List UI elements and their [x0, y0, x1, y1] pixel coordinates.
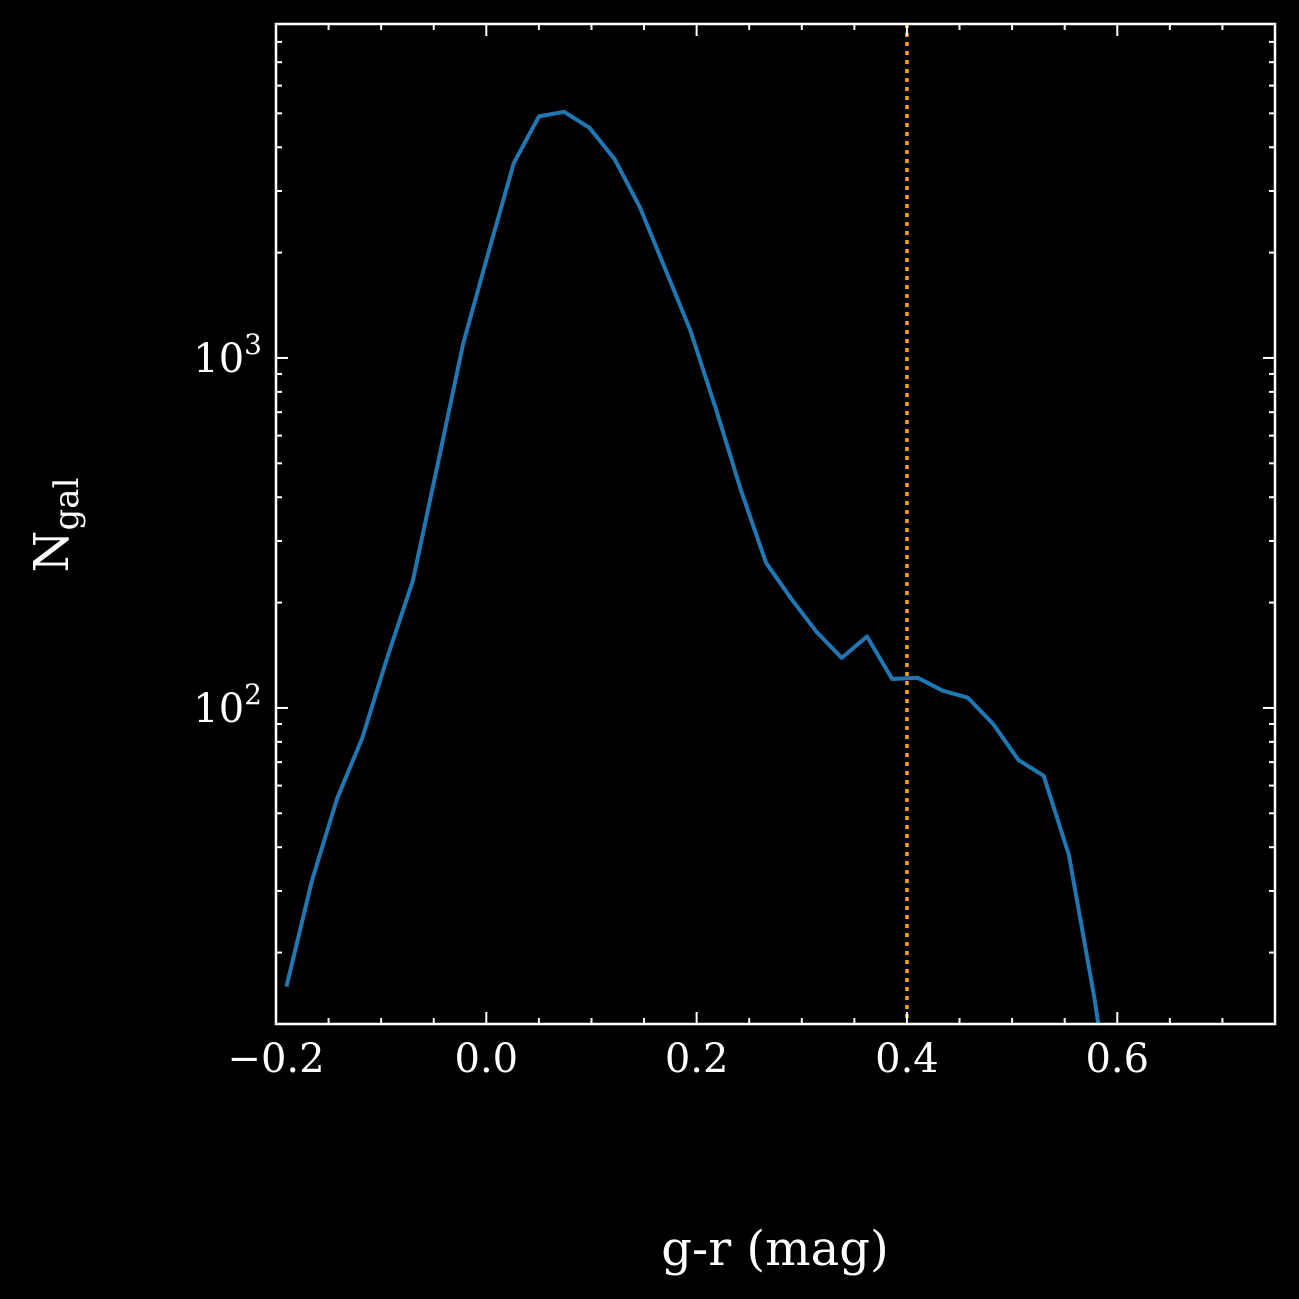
x-tick-label: −0.2 — [227, 1036, 324, 1082]
x-axis: −0.2 0.0 0.2 0.4 0.6 — [227, 24, 1276, 1082]
y-tick-label: 103 — [193, 328, 262, 382]
y-tick-label: 102 — [193, 678, 262, 732]
y-axis-title-main: N — [24, 530, 80, 572]
series-line-0 — [284, 109, 1101, 1024]
x-axis-title: g-r (mag) — [661, 1221, 888, 1277]
y-axis-title-sub: gal — [47, 478, 87, 531]
y-axis: 102 103 — [193, 23, 1275, 954]
x-tick-label: 0.6 — [1085, 1036, 1149, 1082]
x-tick-label: 0.0 — [455, 1036, 519, 1082]
x-tick-label: 0.4 — [875, 1036, 939, 1082]
y-axis-title: Ngal — [24, 478, 87, 573]
plot-area — [274, 22, 1277, 1026]
x-tick-label: 0.2 — [665, 1036, 729, 1082]
plot-frame — [274, 22, 1277, 1026]
